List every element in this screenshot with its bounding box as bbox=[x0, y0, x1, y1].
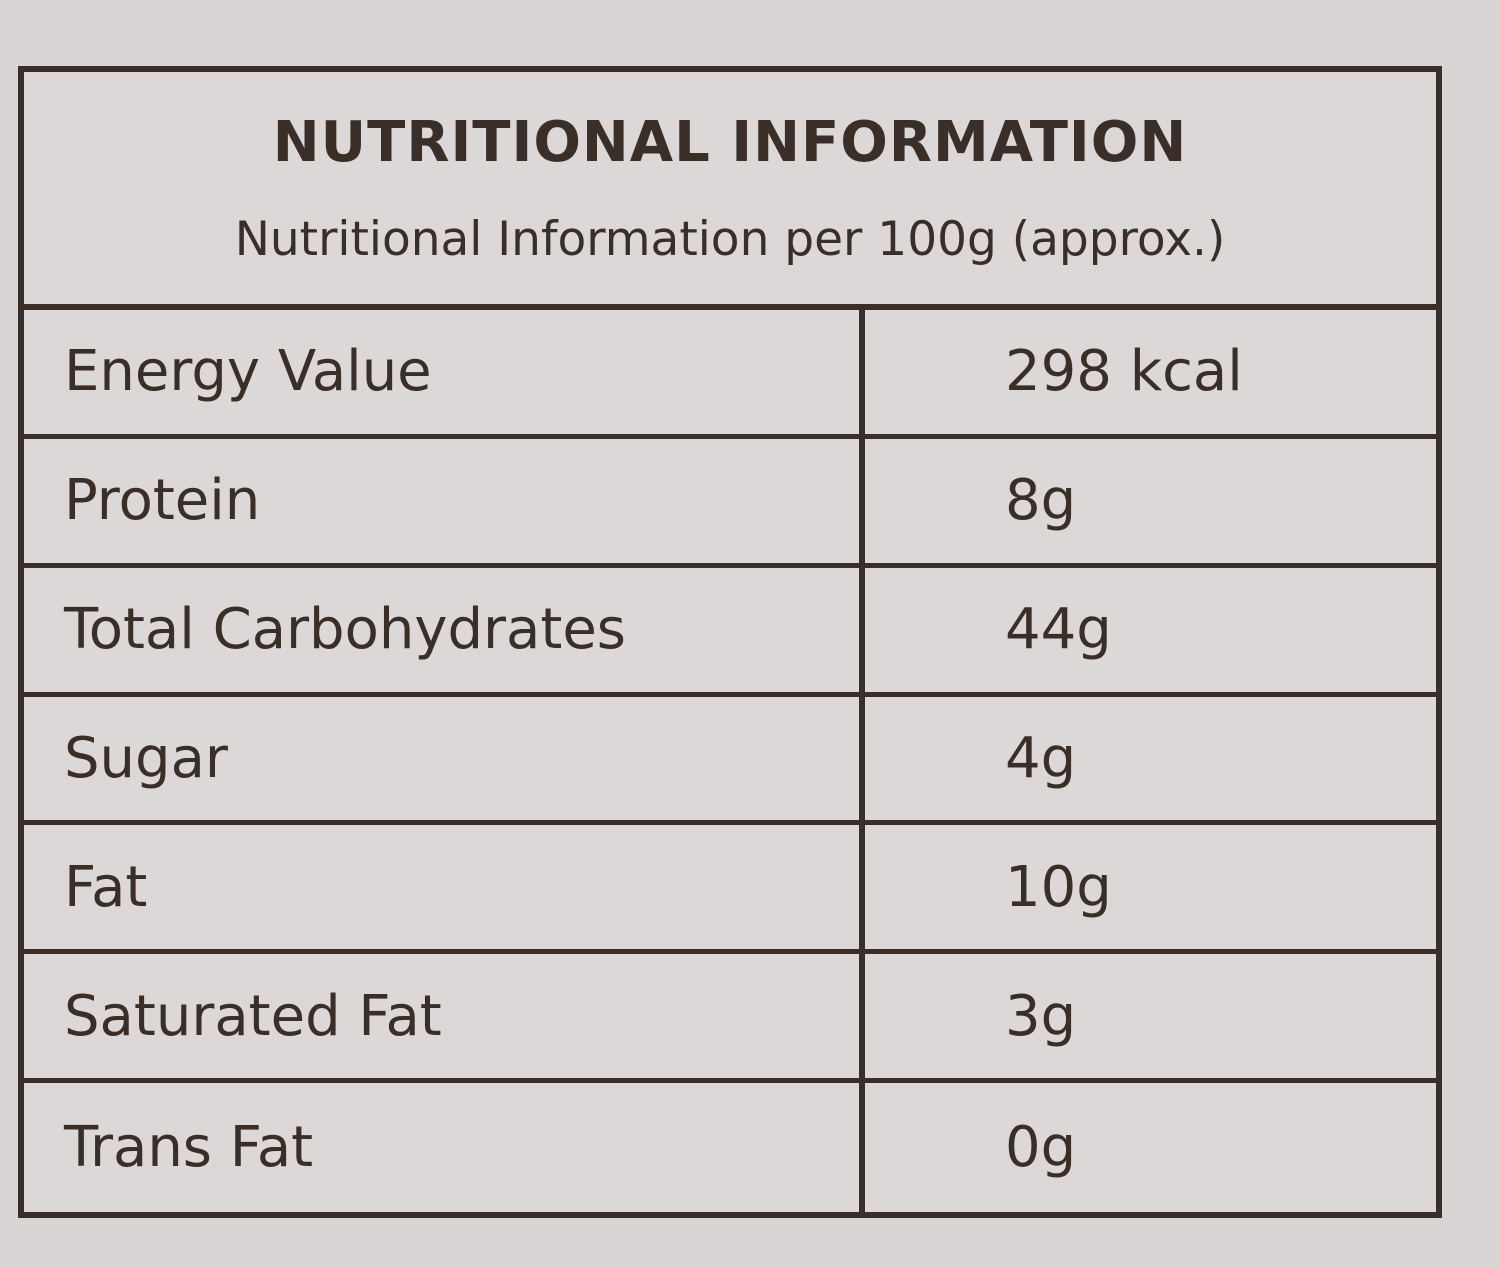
nutrient-value: 298 kcal bbox=[859, 310, 1436, 434]
table-row: Total Carbohydrates 44g bbox=[24, 567, 1436, 697]
nutrient-name: Total Carbohydrates bbox=[64, 597, 626, 663]
label-header: NUTRITIONAL INFORMATION Nutritional Info… bbox=[24, 72, 1436, 310]
nutrient-value: 44g bbox=[859, 567, 1436, 692]
subtitle: Nutritional Information per 100g (approx… bbox=[234, 212, 1226, 267]
nutrient-name: Energy Value bbox=[64, 339, 432, 405]
nutrient-name: Saturated Fat bbox=[64, 983, 442, 1049]
nutrient-value: 10g bbox=[859, 825, 1436, 950]
table-row: Fat 10g bbox=[24, 825, 1436, 955]
nutrient-value: 8g bbox=[859, 438, 1436, 563]
nutrient-value: 0g bbox=[859, 1083, 1436, 1212]
nutrition-label: NUTRITIONAL INFORMATION Nutritional Info… bbox=[18, 66, 1442, 1218]
table-row: Sugar 4g bbox=[24, 696, 1436, 826]
table-row: Trans Fat 0g bbox=[24, 1083, 1436, 1212]
nutrient-value: 4g bbox=[859, 696, 1436, 821]
table-row: Energy Value 298 kcal bbox=[24, 310, 1436, 439]
nutrient-value: 3g bbox=[859, 954, 1436, 1079]
nutrient-name: Sugar bbox=[64, 725, 228, 791]
nutrient-name: Protein bbox=[64, 468, 261, 534]
table-row: Protein 8g bbox=[24, 438, 1436, 568]
title: NUTRITIONAL INFORMATION bbox=[272, 110, 1188, 175]
nutrient-name: Trans Fat bbox=[64, 1115, 314, 1181]
table-row: Saturated Fat 3g bbox=[24, 954, 1436, 1084]
nutrient-name: Fat bbox=[64, 854, 148, 920]
